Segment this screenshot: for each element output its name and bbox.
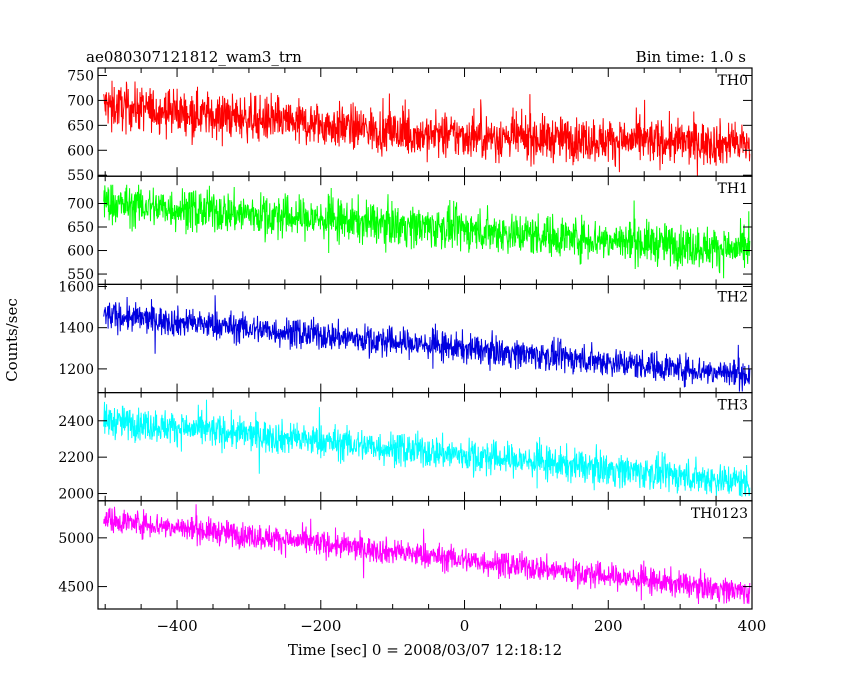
panel-frame: [97, 500, 753, 610]
y-tick-label: 550: [67, 168, 94, 184]
y-tick-label: 4500: [58, 580, 94, 596]
y-tick-label: 550: [67, 267, 94, 283]
panels-group: 550 600 650 700 750 TH0 550 600 650 700 TH1 1200 140…: [58, 67, 767, 635]
y-tick-label: 650: [67, 220, 94, 236]
series-line-th1: [103, 184, 751, 279]
panel-th2: 1200 1400 1600 TH2: [58, 279, 753, 394]
x-axis-label: Time [sec] 0 = 2008/03/07 12:18:12: [288, 641, 562, 659]
y-tick-label: 2000: [58, 487, 94, 503]
series-line-th2: [103, 295, 751, 392]
x-tick-label: 0: [460, 617, 470, 635]
series-line-th0: [103, 80, 751, 177]
bin-time-label: Bin time: 1.0 s: [636, 48, 746, 66]
y-tick-label: 5000: [58, 531, 94, 547]
series-line-th0123: [103, 504, 751, 605]
series-line-th3: [103, 399, 751, 497]
y-tick-label: 750: [67, 68, 94, 84]
y-tick-label: 600: [67, 244, 94, 260]
panel-label-th0: TH0: [718, 73, 748, 89]
x-tick-label: 400: [738, 617, 767, 635]
y-tick-label: 600: [67, 143, 94, 159]
x-tick-label: −200: [300, 617, 341, 635]
x-tick-label: 200: [594, 617, 623, 635]
panel-label-th1: TH1: [718, 181, 748, 197]
panel-label-th0123: TH0123: [691, 506, 748, 522]
panel-label-th2: TH2: [718, 289, 748, 305]
chart-title: ae080307121812_wam3_trn: [86, 48, 302, 66]
x-tick-label: −400: [156, 617, 197, 635]
y-tick-label: 1600: [58, 279, 94, 295]
y-tick-label: 2200: [58, 450, 94, 466]
y-tick-label: 700: [67, 196, 94, 212]
panel-label-th3: TH3: [718, 398, 748, 414]
panel-th0123: 4500 5000 TH0123: [58, 500, 753, 610]
y-axis-label: Counts/sec: [3, 298, 21, 382]
y-tick-label: 2400: [58, 414, 94, 430]
panel-th1: 550 600 650 700 TH1: [67, 175, 753, 285]
panel-th3: 2000 2200 2400 TH3: [58, 392, 753, 503]
panel-th0: 550 600 650 700 750 TH0: [67, 67, 753, 184]
y-tick-label: 700: [67, 93, 94, 109]
y-tick-label: 1200: [58, 362, 94, 378]
y-tick-label: 1400: [58, 321, 94, 337]
y-tick-label: 650: [67, 118, 94, 134]
